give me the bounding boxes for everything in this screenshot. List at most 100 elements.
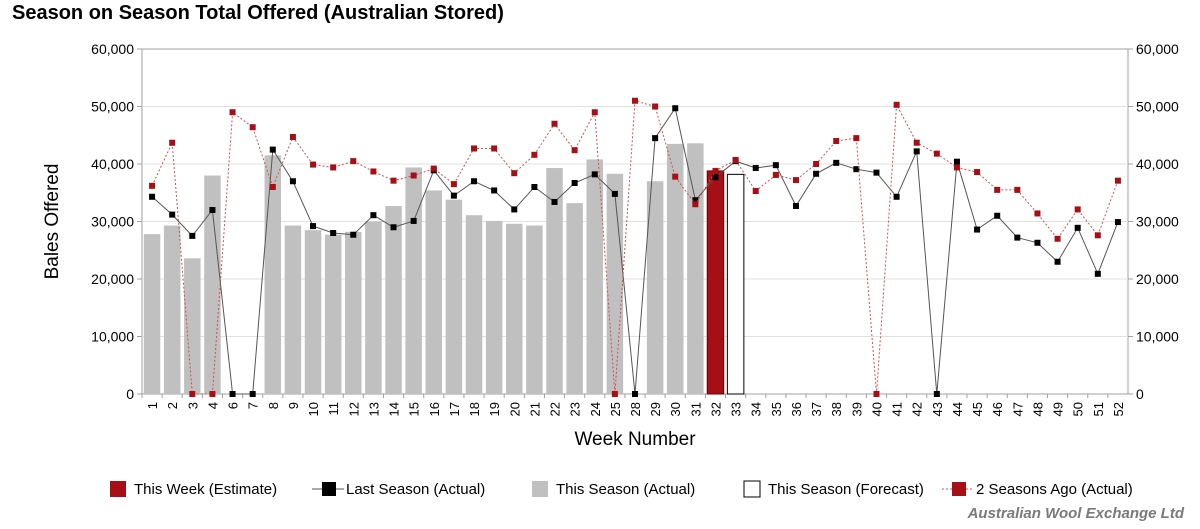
point-2-seasons-ago — [1014, 186, 1021, 193]
x-tick-label: 34 — [749, 402, 764, 416]
y-tick-label-left: 60,000 — [91, 41, 134, 57]
x-tick-label: 12 — [346, 402, 361, 416]
bar — [566, 203, 583, 394]
point-last-season — [1014, 234, 1021, 241]
point-last-season — [974, 226, 981, 233]
point-last-season — [450, 192, 457, 199]
bar — [143, 234, 161, 394]
point-2-seasons-ago — [491, 145, 498, 152]
bar — [445, 199, 463, 394]
point-last-season — [189, 232, 196, 239]
x-tick-label: 32 — [708, 402, 723, 416]
point-last-season — [1114, 219, 1121, 226]
point-last-season — [611, 190, 618, 197]
x-tick-label: 42 — [910, 402, 925, 416]
bar — [405, 167, 422, 394]
x-tick-label: 35 — [769, 402, 784, 416]
point-last-season — [149, 193, 156, 200]
point-last-season — [1034, 239, 1041, 246]
point-last-season — [169, 211, 176, 218]
point-2-seasons-ago — [853, 135, 860, 142]
x-tick-label: 31 — [688, 402, 703, 416]
point-2-seasons-ago — [390, 177, 397, 184]
bar — [365, 221, 382, 394]
bar — [706, 170, 725, 395]
legend-swatch — [110, 481, 126, 497]
x-tick-label: 36 — [789, 402, 804, 416]
point-last-season — [471, 178, 478, 185]
point-2-seasons-ago — [933, 150, 940, 157]
x-tick-label: 50 — [1071, 402, 1086, 416]
bar — [204, 175, 221, 394]
point-2-seasons-ago — [269, 184, 276, 190]
bar — [385, 205, 402, 394]
point-last-season — [229, 391, 236, 397]
footer-credit: Australian Wool Exchange Ltd — [967, 505, 1184, 522]
bar — [163, 225, 181, 394]
point-2-seasons-ago — [652, 103, 659, 110]
x-tick-label: 33 — [729, 402, 744, 416]
point-2-seasons-ago — [833, 138, 840, 144]
bar — [546, 168, 563, 394]
legend-label: 2 Seasons Ago (Actual) — [976, 481, 1133, 498]
y-tick-label-left: 0 — [126, 386, 134, 402]
x-tick-label: 49 — [1051, 402, 1066, 416]
bar — [526, 225, 543, 394]
bar — [687, 143, 704, 394]
y-tick-label-left: 50,000 — [91, 99, 134, 115]
x-tick-label: 43 — [930, 402, 945, 416]
point-2-seasons-ago — [772, 171, 779, 178]
point-last-season — [772, 162, 779, 169]
chart-title: Season on Season Total Offered (Australi… — [12, 2, 504, 24]
point-last-season — [350, 231, 357, 238]
legend-label: Last Season (Actual) — [346, 481, 485, 498]
y-tick-label-left: 40,000 — [91, 156, 134, 172]
x-tick-label: 20 — [507, 402, 522, 416]
y-tick-label-left: 30,000 — [91, 214, 134, 230]
x-tick-label: 22 — [548, 402, 563, 416]
x-tick-label: 38 — [829, 402, 844, 416]
y-tick-label-right: 50,000 — [1136, 99, 1179, 115]
x-tick-label: 8 — [266, 402, 281, 409]
legend-swatch — [322, 482, 336, 496]
x-tick-label: 19 — [487, 402, 502, 416]
point-2-seasons-ago — [994, 186, 1001, 193]
y-tick-label-right: 10,000 — [1136, 329, 1179, 345]
x-tick-label: 23 — [568, 402, 583, 416]
point-2-seasons-ago — [873, 391, 880, 397]
point-2-seasons-ago — [591, 109, 598, 116]
point-last-season — [632, 391, 638, 397]
point-last-season — [792, 202, 799, 209]
x-tick-label: 4 — [205, 402, 220, 409]
point-2-seasons-ago — [169, 139, 176, 146]
point-2-seasons-ago — [1054, 235, 1061, 242]
point-last-season — [390, 224, 397, 231]
x-tick-label: 2 — [165, 402, 180, 409]
point-last-season — [410, 217, 417, 224]
point-last-season — [330, 230, 337, 236]
point-last-season — [209, 207, 216, 213]
legend-swatch — [743, 480, 761, 498]
bar — [184, 258, 201, 394]
x-tick-label: 18 — [467, 402, 482, 416]
legend-label: This Season (Actual) — [556, 481, 695, 498]
point-last-season — [1074, 224, 1081, 231]
point-2-seasons-ago — [370, 168, 377, 175]
point-last-season — [853, 166, 860, 173]
bar — [264, 155, 282, 394]
point-2-seasons-ago — [330, 164, 337, 171]
point-2-seasons-ago — [310, 161, 317, 168]
point-2-seasons-ago — [410, 172, 417, 179]
point-last-season — [269, 146, 276, 153]
point-2-seasons-ago — [531, 151, 538, 158]
point-last-season — [712, 174, 719, 181]
x-tick-label: 24 — [588, 402, 603, 416]
point-2-seasons-ago — [1074, 206, 1081, 213]
y-tick-label-right: 0 — [1136, 386, 1144, 402]
legend-swatch — [532, 481, 548, 497]
point-2-seasons-ago — [752, 188, 759, 195]
x-tick-label: 44 — [950, 402, 965, 416]
bar — [465, 215, 483, 394]
x-axis-title: Week Number — [574, 429, 696, 450]
